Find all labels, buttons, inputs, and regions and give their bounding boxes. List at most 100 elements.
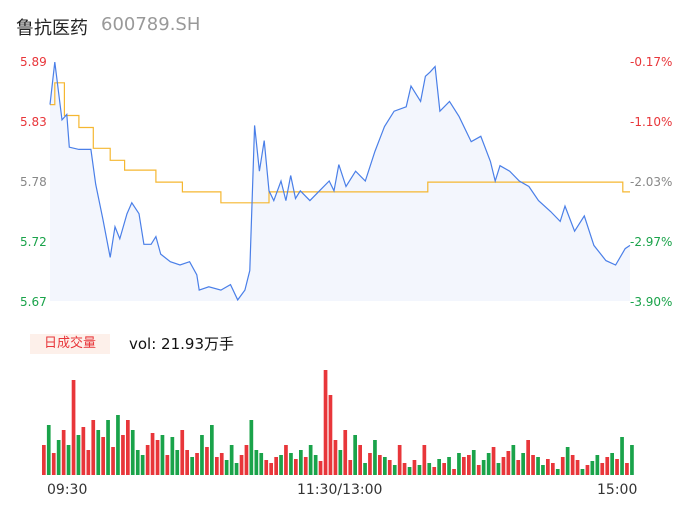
volume-bar (521, 453, 525, 475)
volume-bar (303, 457, 308, 475)
volume-tab[interactable]: 日成交量 (30, 334, 110, 354)
volume-bar (111, 447, 115, 475)
volume-bar (481, 460, 486, 475)
y-tick-left: 5.78 (20, 175, 47, 189)
volume-bar (462, 457, 466, 475)
volume-bar (348, 460, 353, 475)
volume-bar (363, 463, 367, 475)
stock-name: 鲁抗医药 (16, 18, 88, 39)
volume-bar (516, 460, 521, 475)
volume-bar (575, 460, 580, 475)
volume-bar (313, 455, 318, 475)
volume-bar (501, 457, 506, 475)
volume-bar (185, 450, 189, 475)
volume-bar (259, 453, 264, 475)
volume-bar (200, 435, 204, 475)
time-label-midday: 11:30/13:00 (297, 482, 383, 498)
stock-code: 600789.SH (101, 14, 201, 35)
volume-bar (170, 437, 175, 475)
volume-bar (126, 420, 130, 475)
volume-bar (155, 440, 160, 475)
volume-bar (392, 465, 397, 475)
volume-bar (150, 433, 155, 475)
volume-bar (412, 460, 417, 475)
y-tick-left: 5.72 (20, 235, 47, 249)
volume-bar (620, 437, 624, 475)
volume-bar (511, 445, 516, 475)
volume-bar (284, 445, 288, 475)
volume-bar (595, 455, 600, 475)
volume-bar (541, 465, 545, 475)
volume-bar (215, 457, 219, 475)
price-line (49, 62, 631, 302)
volume-bar (130, 430, 135, 475)
volume-bar (373, 440, 377, 475)
volume-bar (244, 445, 249, 475)
volume-bar (175, 450, 180, 475)
volume-bar (46, 425, 51, 475)
volume-bar (471, 450, 476, 475)
volume-bar (452, 469, 456, 475)
volume-bar (249, 420, 254, 475)
volume-bar (427, 463, 432, 475)
volume-bar (387, 460, 392, 475)
volume-bar (96, 430, 101, 475)
volume-bar (101, 437, 105, 475)
y-tick-left: 5.89 (20, 55, 47, 69)
volume-bar (565, 447, 570, 475)
volume-bar (536, 457, 540, 475)
volume-bar (219, 453, 224, 475)
volume-bar (615, 459, 619, 475)
volume-bar (229, 445, 234, 475)
volume-bar (308, 445, 313, 475)
volume-bar (560, 457, 565, 475)
volume-bar (264, 460, 269, 475)
time-label-open: 09:30 (47, 482, 88, 498)
volume-bar (397, 445, 402, 475)
volume-bar (86, 450, 91, 475)
volume-bar (605, 457, 610, 475)
volume-bar (205, 447, 209, 475)
volume-bar (135, 450, 140, 475)
volume-bar (476, 465, 481, 475)
volume-bar (442, 463, 446, 475)
volume-bar (42, 445, 46, 475)
volume-bar (195, 453, 199, 475)
volume-bar (491, 447, 496, 475)
volume-bar (546, 459, 550, 475)
volume-bar (81, 427, 86, 475)
volume-bar (234, 463, 239, 475)
volume-bar (417, 465, 422, 475)
volume-bar (106, 420, 110, 475)
volume-bar (407, 467, 412, 475)
volume-bar (432, 467, 437, 475)
volume-bar (279, 455, 283, 475)
volume-bar (294, 459, 298, 475)
y-tick-left: 5.83 (20, 115, 47, 129)
volume-bar (551, 463, 555, 475)
volume-bar (51, 453, 56, 475)
volume-bar (289, 453, 293, 475)
volume-bar (447, 457, 451, 475)
volume-bar (224, 460, 229, 475)
volume-bar (190, 457, 194, 475)
volume-bar (343, 430, 348, 475)
volume-bar (274, 457, 278, 475)
price-area (50, 62, 630, 301)
volume-bar (160, 435, 165, 475)
y-tick-right: -1.10% (630, 115, 673, 129)
volume-bar (318, 461, 323, 475)
volume-bar (531, 455, 535, 475)
y-tick-right: -2.97% (630, 235, 673, 249)
volume-bar (76, 435, 81, 475)
volume-bar (254, 450, 259, 475)
volume-bar (437, 459, 441, 475)
volume-bar (585, 465, 590, 475)
volume-bar (71, 380, 76, 475)
volume-bar (333, 440, 338, 475)
volume-bar (422, 445, 427, 475)
volume-bar (328, 395, 333, 475)
volume-bar (402, 463, 407, 475)
volume-bar (323, 370, 328, 475)
